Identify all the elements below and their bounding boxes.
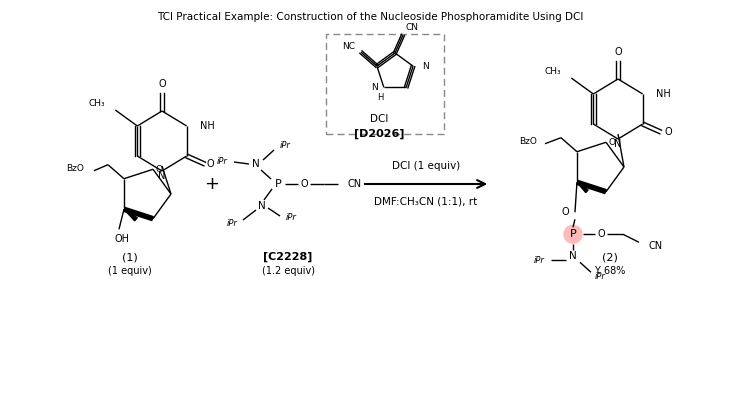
Text: TCI Practical Example: Construction of the Nucleoside Phosphoramidite Using DCI: TCI Practical Example: Construction of t… — [157, 12, 583, 22]
Text: O: O — [300, 179, 308, 189]
Text: CN: CN — [649, 241, 663, 251]
Circle shape — [564, 225, 582, 243]
Text: [C2228]: [C2228] — [263, 252, 313, 262]
Text: O: O — [207, 159, 214, 169]
Text: iPr: iPr — [217, 158, 228, 166]
Text: CH₃: CH₃ — [89, 99, 106, 109]
Text: N: N — [422, 61, 429, 71]
Text: iPr: iPr — [595, 272, 606, 281]
Text: OH: OH — [115, 234, 129, 244]
Text: CH₃: CH₃ — [545, 67, 562, 77]
Text: iPr: iPr — [286, 213, 297, 223]
Text: DMF:CH₃CN (1:1), rt: DMF:CH₃CN (1:1), rt — [375, 197, 477, 207]
Text: [D2026]: [D2026] — [354, 129, 404, 139]
Text: O: O — [562, 207, 569, 217]
Text: O: O — [158, 79, 166, 89]
Text: (2): (2) — [602, 252, 618, 262]
Text: N: N — [258, 201, 266, 211]
Text: O: O — [614, 47, 621, 57]
Text: O: O — [597, 229, 605, 239]
Text: BzO: BzO — [519, 137, 537, 146]
Text: DCI (1 equiv): DCI (1 equiv) — [392, 161, 460, 171]
Text: N: N — [569, 251, 577, 261]
Polygon shape — [577, 182, 588, 193]
Text: +: + — [205, 175, 219, 193]
Text: iPr: iPr — [280, 142, 291, 150]
Text: N: N — [252, 159, 260, 169]
Text: N: N — [371, 83, 378, 92]
Text: P: P — [570, 229, 576, 239]
Polygon shape — [124, 209, 137, 221]
Text: (1 equiv): (1 equiv) — [108, 266, 152, 276]
Text: NH: NH — [655, 89, 670, 99]
Text: NC: NC — [342, 41, 355, 51]
Text: O: O — [155, 165, 163, 174]
Text: O: O — [665, 127, 672, 137]
Text: O: O — [608, 138, 616, 147]
Text: (1.2 equiv): (1.2 equiv) — [262, 266, 315, 276]
Text: P: P — [275, 179, 282, 189]
Text: CN: CN — [405, 22, 418, 32]
Text: iPr: iPr — [227, 219, 238, 229]
Text: H: H — [377, 93, 383, 102]
Bar — [326, 34, 444, 134]
Text: iPr: iPr — [534, 256, 545, 265]
Text: DCI: DCI — [370, 114, 388, 124]
Text: CN: CN — [348, 179, 362, 189]
Text: N: N — [158, 171, 166, 181]
Text: N: N — [614, 139, 621, 149]
Text: (1): (1) — [122, 252, 138, 262]
Text: NH: NH — [200, 121, 214, 131]
Text: Y. 68%: Y. 68% — [594, 266, 626, 276]
Text: BzO: BzO — [66, 164, 84, 173]
